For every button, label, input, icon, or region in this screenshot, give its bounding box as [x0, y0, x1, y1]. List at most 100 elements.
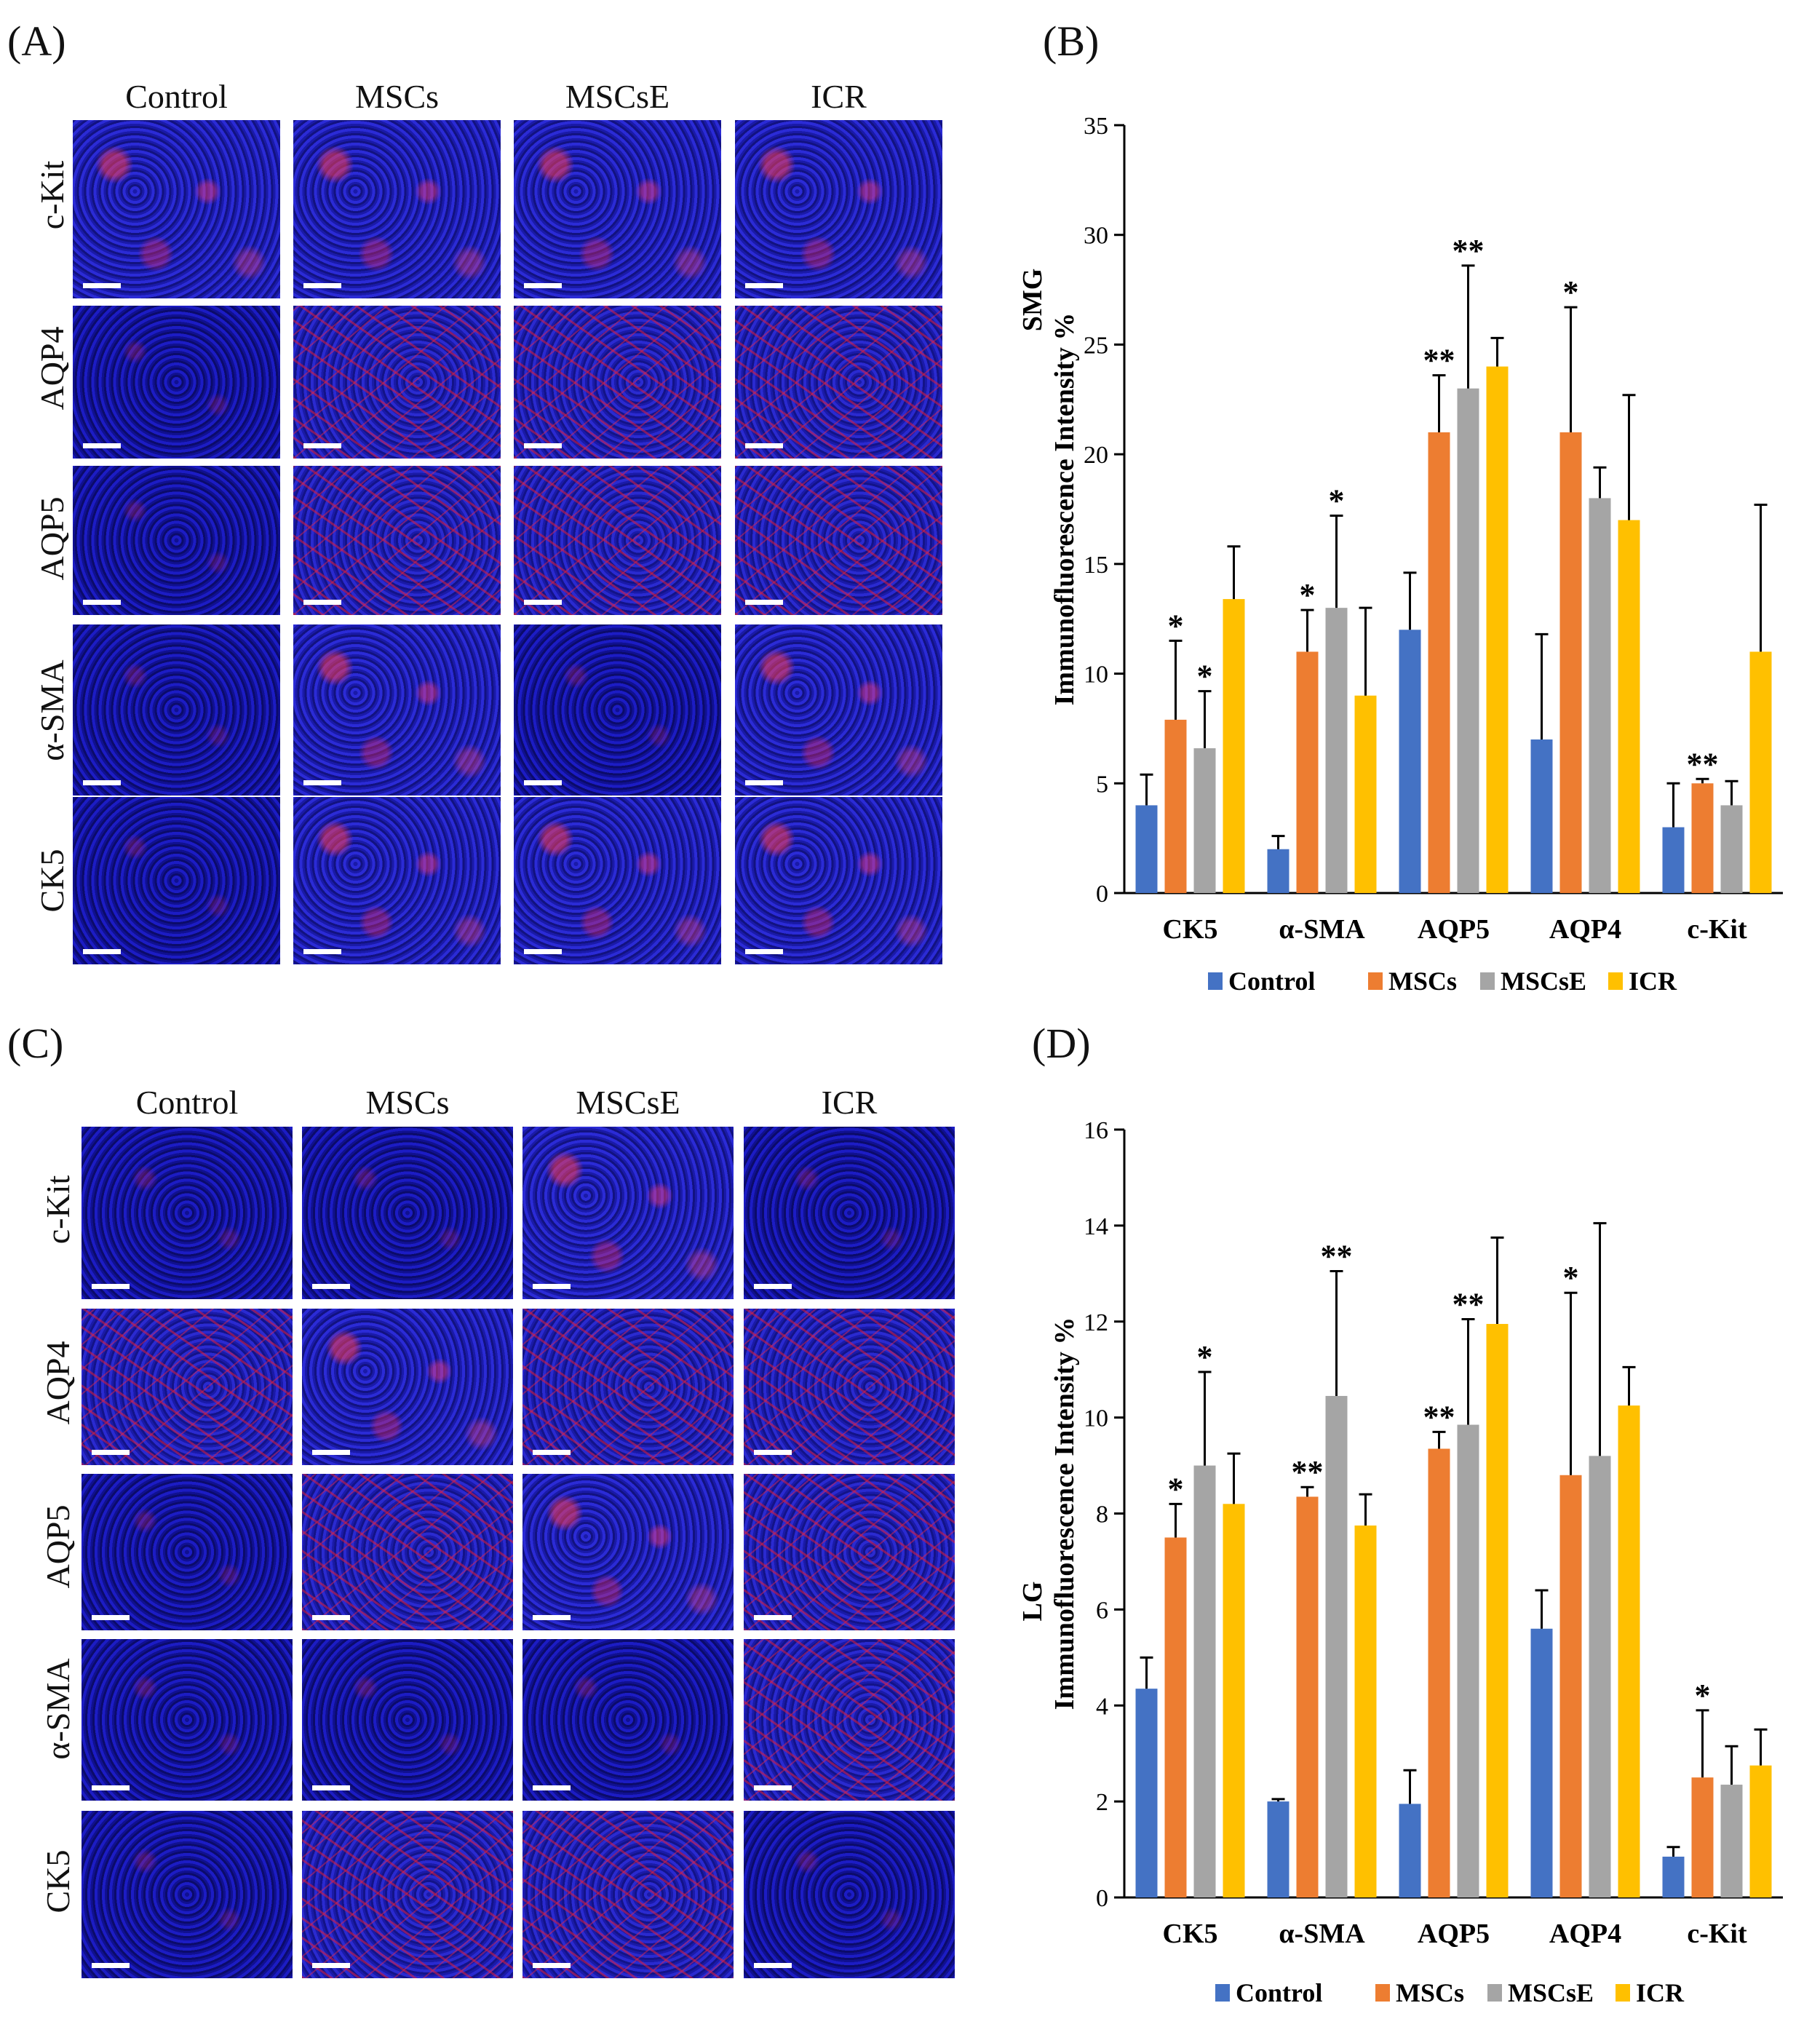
scale-bar: [745, 600, 783, 605]
x-tick-label: c-Kit: [1687, 914, 1747, 945]
bar: [1486, 366, 1509, 894]
scale-bar: [83, 600, 121, 605]
significance-mark: *: [1168, 1471, 1184, 1507]
micrograph-tile: [735, 797, 942, 964]
micrograph-tile: [293, 120, 501, 298]
micrograph-tile: [302, 1309, 513, 1465]
scale-bar: [303, 949, 341, 954]
y-tick-label: 0: [1096, 1885, 1108, 1912]
micrograph-tile: [293, 306, 501, 459]
micrograph-tile: [744, 1309, 955, 1465]
scale-bar: [312, 1615, 350, 1620]
x-tick-label: CK5: [1163, 1919, 1218, 1949]
y-tick-label: 30: [1084, 223, 1108, 250]
bar: [1618, 520, 1640, 893]
micrograph-tile: [522, 1309, 734, 1465]
y-axis-label: Immunofluorescence Intensity %: [1049, 313, 1080, 706]
micrograph-tile: [82, 1127, 293, 1299]
bar-chart-lg: 0 2 4 6 8 10 12 14 16 Immunofluorescence Intensit…: [1017, 1117, 1783, 2007]
micrograph-tile: [73, 120, 280, 298]
x-tick-label: CK5: [1163, 914, 1218, 945]
significance-mark: **: [1453, 233, 1485, 269]
bar: [1691, 783, 1714, 893]
micrograph-tile: [735, 466, 942, 615]
significance-mark: *: [1563, 274, 1579, 310]
bar: [1486, 1324, 1509, 1897]
micrograph-tile: [302, 1474, 513, 1630]
legend-swatch: [1616, 1984, 1630, 2002]
scale-bar: [533, 1615, 571, 1620]
column-header-icr: ICR: [811, 78, 867, 115]
significance-mark: *: [1168, 608, 1184, 643]
micrograph-tile: [82, 1474, 293, 1630]
row-header-c-kit: c-Kit: [39, 1175, 76, 1245]
micrograph-tile: [82, 1639, 293, 1801]
y-tick-label: 8: [1096, 1502, 1108, 1528]
scale-bar: [754, 1284, 792, 1289]
column-header-mscse: MSCsE: [565, 78, 670, 115]
bar: [1720, 1785, 1743, 1897]
y-tick-label: 0: [1096, 881, 1108, 908]
y-tick-label: 15: [1084, 552, 1108, 579]
scale-bar: [303, 443, 341, 448]
micrograph-tile: [744, 1811, 955, 1978]
bar: [1589, 498, 1611, 893]
column-header-icr: ICR: [821, 1084, 878, 1121]
bar: [1267, 849, 1290, 893]
scale-bar: [524, 283, 562, 288]
legend-swatch: [1215, 1984, 1230, 2002]
micrograph-tile: [522, 1811, 734, 1978]
scale-bar: [524, 443, 562, 448]
row-header-aqp5: AQP5: [39, 1504, 76, 1589]
row-header-c-kit: c-Kit: [33, 160, 71, 230]
micrograph-tile: [735, 306, 942, 459]
row-header-aqp4: AQP4: [33, 326, 71, 410]
micrograph-tile: [73, 306, 280, 459]
scale-bar: [312, 1963, 350, 1968]
scale-bar: [92, 1785, 130, 1790]
legend-label: MSCsE: [1501, 967, 1586, 996]
micrograph-tile: [514, 120, 721, 298]
y-tick-label: 16: [1084, 1117, 1108, 1144]
bar: [1720, 805, 1743, 893]
micrograph-tile: [514, 306, 721, 459]
legend-swatch: [1375, 1984, 1390, 2002]
scale-bar: [312, 1450, 350, 1455]
micrograph-tile: [302, 1639, 513, 1801]
y-tick-label: 10: [1084, 662, 1108, 689]
panel-label-b: (B): [1043, 17, 1100, 65]
row-header-ck5: CK5: [39, 1849, 76, 1913]
bar: [1559, 1475, 1582, 1897]
significance-mark: **: [1687, 746, 1719, 782]
bar: [1457, 1424, 1479, 1897]
micrograph-tile: [302, 1811, 513, 1978]
scale-bar: [533, 1284, 571, 1289]
scale-bar: [745, 780, 783, 785]
scale-bar: [533, 1450, 571, 1455]
scale-bar: [754, 1450, 792, 1455]
row-header-alpha-sma: α-SMA: [33, 659, 71, 761]
micrograph-tile: [744, 1639, 955, 1801]
scale-bar: [754, 1963, 792, 1968]
micrograph-tile: [293, 624, 501, 796]
bar: [1354, 1525, 1377, 1897]
micrograph-tile: [73, 797, 280, 964]
micrograph-tile: [293, 797, 501, 964]
scale-bar: [83, 443, 121, 448]
scale-bar: [303, 283, 341, 288]
y-tick-label: 2: [1096, 1789, 1108, 1816]
bar: [1399, 1804, 1421, 1897]
significance-mark: *: [1563, 1260, 1579, 1296]
x-tick-label: c-Kit: [1687, 1919, 1747, 1949]
bar: [1457, 388, 1479, 893]
scale-bar: [303, 780, 341, 785]
bar: [1428, 432, 1450, 893]
bar: [1223, 599, 1245, 893]
panel-label-d: (D): [1032, 1020, 1091, 1067]
scale-bar: [92, 1963, 130, 1968]
x-tick-label: α-SMA: [1279, 1919, 1365, 1949]
micrograph-tile: [514, 466, 721, 615]
micrograph-tile: [735, 120, 942, 298]
scale-bar: [312, 1785, 350, 1790]
micrograph-tile: [82, 1811, 293, 1978]
